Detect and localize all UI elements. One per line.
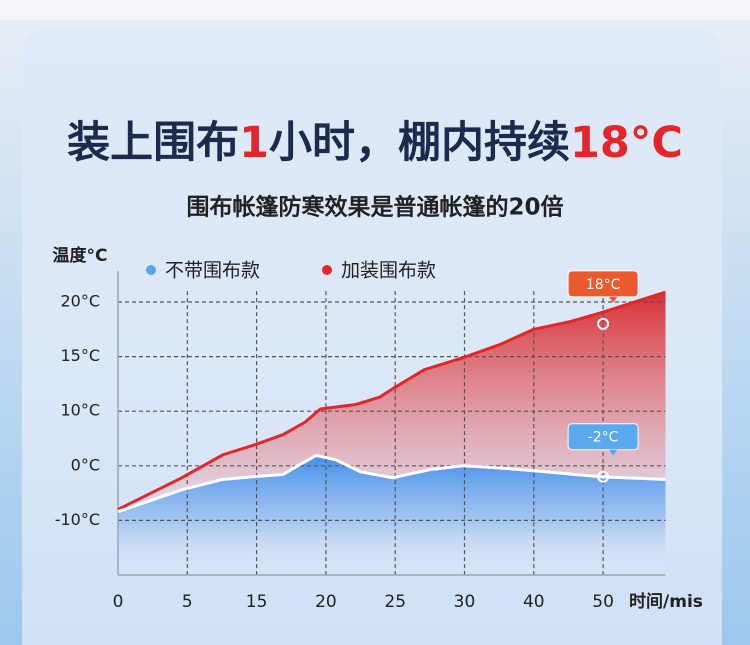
y-tick-label: 10°C xyxy=(60,401,100,420)
annotation-box xyxy=(567,423,639,451)
area xyxy=(118,455,666,575)
y-tick-label: 20°C xyxy=(60,292,100,311)
annotation-marker xyxy=(597,470,610,483)
legend-dot xyxy=(146,265,156,275)
x-tick-label: 0 xyxy=(113,592,124,612)
annotation-marker xyxy=(597,317,610,330)
legend-dot xyxy=(322,265,332,275)
title-part: 小时，棚内持续 xyxy=(269,118,570,168)
legend-label: 不带围布款 xyxy=(165,260,260,282)
x-axis-label: 时间/mis xyxy=(629,591,703,612)
x-tick-label: 50 xyxy=(592,592,614,612)
x-tick-label: 30 xyxy=(454,592,476,612)
subtitle: 围布帐篷防寒效果是普通帐篷的20倍 xyxy=(186,194,563,221)
line xyxy=(117,453,666,514)
y-tick-label: -10°C xyxy=(55,510,100,529)
x-tick-label: 15 xyxy=(246,592,268,612)
x-tick-label: 25 xyxy=(384,592,406,612)
annotation-label: 18°C xyxy=(586,277,621,293)
y-tick-label: 15°C xyxy=(60,346,100,365)
y-axis-label: 温度°C xyxy=(53,245,108,266)
x-tick-label: 40 xyxy=(523,592,545,612)
annotation-pointer xyxy=(609,296,618,303)
plot xyxy=(117,271,666,576)
title-part: 装上围布 xyxy=(67,118,239,168)
annotation-pointer xyxy=(609,449,618,456)
y-tick-label: 0°C xyxy=(71,455,100,474)
title-part: 1 xyxy=(239,118,269,168)
x-tick-label: 20 xyxy=(315,592,337,612)
chart-title: 装上围布1小时，棚内持续18°C xyxy=(67,118,683,168)
title-part: 18°C xyxy=(570,118,683,168)
annotation-label: -2°C xyxy=(588,430,619,446)
line xyxy=(117,290,666,511)
legend-label: 加装围布款 xyxy=(341,260,436,282)
x-tick-label: 5 xyxy=(182,592,193,612)
snow xyxy=(0,0,750,20)
annotation-box xyxy=(567,270,639,298)
